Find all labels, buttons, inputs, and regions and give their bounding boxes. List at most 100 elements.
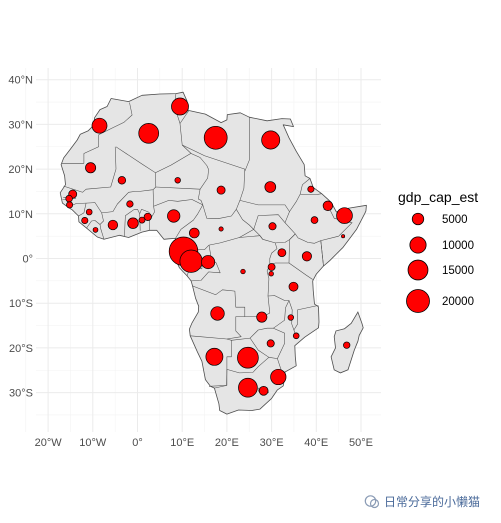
- y-tick-label: 20°S: [9, 343, 33, 355]
- country-border: [63, 146, 117, 193]
- country-bubble: [85, 162, 97, 174]
- country-bubble: [301, 251, 312, 262]
- country-bubble: [288, 281, 299, 292]
- x-tick-label: 10°E: [170, 437, 194, 449]
- country-bubble: [307, 185, 315, 193]
- y-tick-label: 20°N: [8, 164, 33, 176]
- country-bubble: [238, 377, 258, 398]
- country-bubble: [65, 194, 73, 203]
- country-bubble: [107, 219, 119, 231]
- country-border: [239, 214, 286, 238]
- country-bubble: [189, 227, 200, 239]
- country-border: [275, 178, 311, 244]
- wechat-logo-icon: [364, 494, 380, 508]
- country-border: [249, 327, 285, 359]
- country-bubble: [268, 271, 274, 277]
- x-tick-label: 20°W: [35, 437, 63, 449]
- country-bubble: [92, 227, 99, 233]
- country-bubble: [81, 217, 89, 225]
- country-bubble: [270, 368, 287, 386]
- y-tick-label: 0°: [22, 254, 33, 266]
- country-bubble: [267, 263, 276, 271]
- country-bubble: [127, 217, 139, 229]
- legend-entry-label: 15000: [442, 265, 474, 277]
- country-bubble: [167, 209, 181, 223]
- legend-key-bubble: [407, 259, 429, 281]
- bubble-layer: [65, 97, 353, 398]
- country-border: [190, 285, 246, 340]
- x-tick-label: 30°E: [260, 437, 284, 449]
- country-bubble: [218, 226, 224, 232]
- country-bubble: [240, 268, 246, 275]
- country-bubble: [201, 255, 216, 270]
- legend-key-bubble: [411, 212, 425, 226]
- watermark: 日常分享的小懒猫: [364, 493, 480, 510]
- x-tick-label: 0°: [132, 437, 143, 449]
- country-bubble: [143, 212, 152, 221]
- country-border: [259, 235, 263, 240]
- legend-key-bubble: [406, 289, 430, 313]
- country-bubble: [138, 216, 146, 224]
- country-bubble: [292, 332, 300, 340]
- country-border: [300, 193, 322, 195]
- legend: gdp_cap_est 5000 10000 15000 20000: [398, 189, 478, 313]
- country-border: [288, 300, 319, 335]
- y-tick-label: 30°S: [9, 388, 33, 400]
- country-border: [124, 209, 138, 237]
- x-tick-label: 10°W: [79, 437, 107, 449]
- legend-entry-label: 5000: [442, 214, 468, 226]
- legend-key-bubble: [409, 236, 427, 254]
- country-bubble: [203, 125, 228, 150]
- country-bubble: [264, 181, 277, 193]
- y-tick-label: 10°S: [9, 298, 33, 310]
- country-bubble: [310, 216, 319, 224]
- country-bubble: [66, 201, 74, 209]
- country-bubble: [117, 176, 127, 185]
- country-bubble: [205, 347, 224, 366]
- country-bubble: [237, 346, 259, 369]
- legend-entry-label: 10000: [442, 240, 474, 252]
- country-bubble: [138, 122, 160, 144]
- country-bubble: [85, 208, 93, 216]
- x-tick-label: 20°E: [215, 437, 239, 449]
- country-bubble: [343, 341, 351, 349]
- country-bubble: [261, 130, 281, 150]
- country-bubble: [277, 248, 287, 258]
- country-bubble: [174, 177, 181, 184]
- country-bubble: [171, 97, 189, 116]
- legend-entry-label: 20000: [442, 296, 474, 308]
- y-tick-label: 40°N: [8, 75, 33, 87]
- country-bubble: [91, 117, 108, 134]
- country-border: [61, 134, 99, 164]
- x-axis-tick-labels: 20°W 10°W 0° 10°E 20°E 30°E 40°E 50°E: [35, 437, 373, 449]
- country-border: [259, 235, 278, 297]
- y-tick-label: 10°N: [8, 209, 33, 221]
- country-bubble: [268, 222, 277, 231]
- country-bubble: [287, 314, 294, 321]
- country-border: [149, 189, 155, 231]
- country-border: [208, 169, 261, 246]
- country-bubble: [256, 311, 268, 323]
- y-axis-tick-labels: 40°N 30°N 20°N 10°N 0° 10°S 20°S 30°S: [8, 75, 33, 400]
- country-border: [78, 203, 87, 217]
- country-border: [239, 200, 290, 212]
- country-bubble: [258, 385, 269, 396]
- legend-title: gdp_cap_est: [398, 189, 478, 205]
- country-bubble: [336, 207, 353, 224]
- country-bubble: [266, 339, 275, 348]
- country-bubble: [210, 306, 225, 321]
- country-bubble: [341, 234, 346, 239]
- country-border: [190, 153, 209, 206]
- country-border: [226, 337, 270, 374]
- country-border: [98, 102, 133, 135]
- country-bubble: [126, 200, 134, 208]
- country-bubble: [216, 185, 226, 195]
- country-border: [155, 186, 201, 190]
- country-bubble: [179, 249, 203, 273]
- watermark-text: 日常分享的小懒猫: [384, 495, 481, 509]
- country-border: [86, 220, 101, 229]
- country-border: [179, 110, 190, 124]
- x-tick-label: 40°E: [304, 437, 328, 449]
- country-border: [139, 209, 150, 214]
